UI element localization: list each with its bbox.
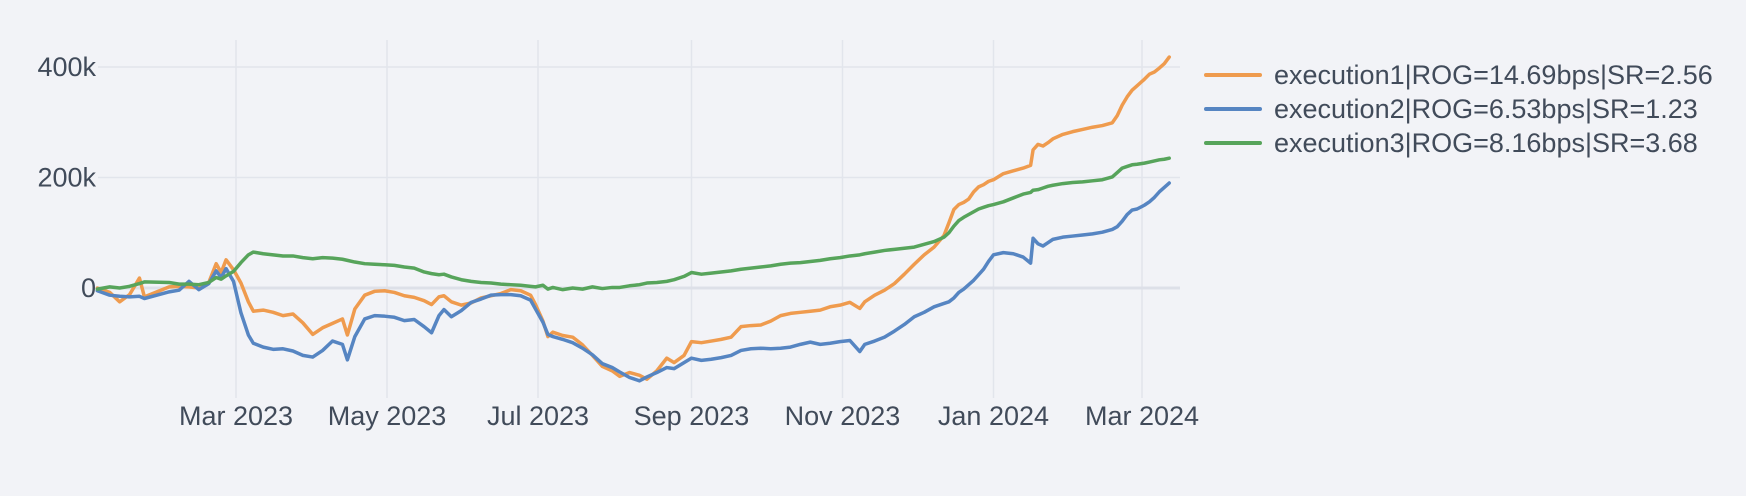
series-line-execution1[interactable] — [95, 55, 1171, 381]
series-line-execution2[interactable] — [95, 181, 1171, 383]
legend: execution1|ROG=14.69bps|SR=2.56 executio… — [1204, 58, 1713, 160]
legend-line-icon — [1204, 107, 1262, 111]
y-axis-tick-label: 0 — [81, 273, 96, 303]
x-axis-tick-label: Nov 2023 — [785, 401, 901, 431]
legend-item-execution1[interactable]: execution1|ROG=14.69bps|SR=2.56 — [1204, 58, 1713, 92]
x-axis-tick-label: Mar 2023 — [179, 401, 293, 431]
x-axis-tick-label: Sep 2023 — [634, 401, 750, 431]
y-axis-tick-label: 400k — [37, 52, 96, 82]
x-axis-tick-label: Jan 2024 — [938, 401, 1049, 431]
legend-item-execution2[interactable]: execution2|ROG=6.53bps|SR=1.23 — [1204, 92, 1713, 126]
legend-line-icon — [1204, 141, 1262, 145]
legend-label-execution3: execution3|ROG=8.16bps|SR=3.68 — [1274, 127, 1698, 158]
x-axis-tick-label: Jul 2023 — [487, 401, 589, 431]
x-axis-tick-label: May 2023 — [328, 401, 447, 431]
series-line-execution3[interactable] — [95, 156, 1171, 292]
y-axis-tick-label: 200k — [37, 163, 96, 193]
legend-line-icon — [1204, 73, 1262, 77]
legend-label-execution1: execution1|ROG=14.69bps|SR=2.56 — [1274, 59, 1713, 90]
x-axis-tick-label: Mar 2024 — [1085, 401, 1199, 431]
legend-label-execution2: execution2|ROG=6.53bps|SR=1.23 — [1274, 93, 1698, 124]
legend-item-execution3[interactable]: execution3|ROG=8.16bps|SR=3.68 — [1204, 126, 1713, 160]
